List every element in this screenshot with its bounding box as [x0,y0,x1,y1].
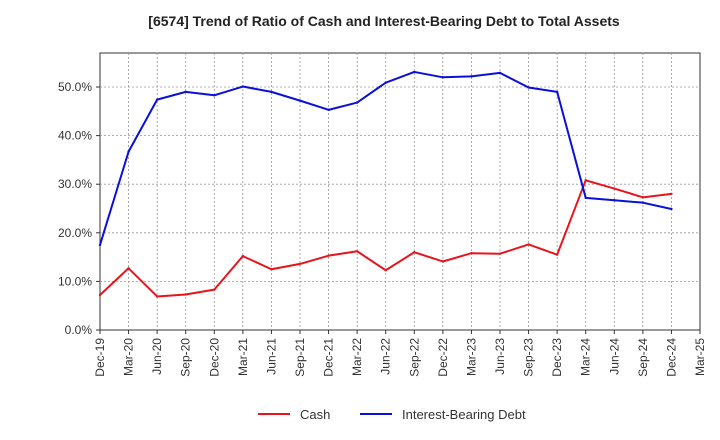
data-point-cash [584,179,587,182]
data-point-cash [98,293,102,297]
data-point-cash [384,269,387,272]
x-tick-label: Sep-24 [636,338,650,377]
x-tick-label: Dec-22 [436,338,450,377]
data-point-cash [613,187,616,190]
x-tick-label: Mar-24 [579,338,593,376]
data-point-interest-bearing-debt [441,76,445,79]
x-tick-label: Jun-22 [379,338,393,375]
y-tick-label: 20.0% [58,226,92,240]
y-tick-label: 30.0% [58,177,92,191]
data-point-interest-bearing-debt [155,98,159,101]
data-point-interest-bearing-debt [184,90,187,94]
plot-area [99,52,701,331]
x-tick-label: Mar-25 [693,338,707,376]
x-tick-label: Dec-23 [550,338,564,377]
data-point-cash [641,196,645,199]
x-axis: Dec-19 Mar-20 Jun-20 Sep-20 Dec-20 Mar-21 Jun-… [93,330,707,377]
x-tick-label: Dec-21 [322,338,336,377]
x-tick-label: Mar-20 [122,338,136,376]
x-tick-label: Mar-22 [350,338,364,376]
legend: Cash Interest-Bearing Debt [258,407,526,422]
data-point-cash [270,268,273,271]
data-point-cash [527,243,530,246]
chart-title: [6574] Trend of Ratio of Cash and Intere… [148,13,620,29]
data-point-interest-bearing-debt [470,75,473,78]
data-point-interest-bearing-debt [213,94,216,97]
data-point-interest-bearing-debt [670,207,673,211]
data-point-cash [498,252,502,255]
data-point-interest-bearing-debt [98,243,102,247]
data-point-interest-bearing-debt [413,70,416,74]
x-tick-label: Dec-20 [207,338,221,377]
x-tick-label: Sep-23 [522,338,536,377]
data-point-cash [298,262,302,266]
data-point-interest-bearing-debt [241,85,245,88]
x-tick-label: Sep-20 [179,338,193,377]
y-tick-label: 0.0% [65,323,93,337]
x-tick-label: Jun-23 [493,338,507,375]
x-tick-label: Dec-24 [664,338,678,377]
data-point-cash [241,254,245,258]
data-point-interest-bearing-debt [355,101,359,104]
data-point-interest-bearing-debt [527,86,530,89]
data-point-interest-bearing-debt [584,196,587,200]
data-point-cash [470,252,473,255]
data-point-cash [127,267,130,270]
y-tick-label: 10.0% [58,274,92,288]
data-point-cash [413,251,416,254]
data-point-cash [213,288,216,291]
data-point-interest-bearing-debt [641,201,645,204]
x-tick-label: Jun-24 [607,338,621,375]
legend-label-cash: Cash [300,407,330,422]
x-tick-label: Dec-19 [93,338,107,377]
data-point-cash [184,293,187,296]
data-point-cash [441,260,445,263]
data-point-interest-bearing-debt [384,81,387,84]
data-point-interest-bearing-debt [127,150,130,153]
data-point-interest-bearing-debt [555,90,559,94]
data-point-cash [327,254,330,257]
y-tick-label: 50.0% [58,80,92,94]
data-point-interest-bearing-debt [327,108,330,112]
data-point-cash [355,250,359,253]
x-tick-label: Jun-21 [264,338,278,375]
x-tick-label: Mar-21 [236,338,250,376]
x-tick-label: Jun-20 [150,338,164,375]
data-point-interest-bearing-debt [298,99,302,102]
series-layer [98,70,673,298]
legend-label-interest-bearing-debt: Interest-Bearing Debt [402,407,526,422]
data-point-interest-bearing-debt [498,71,502,75]
data-point-interest-bearing-debt [613,199,616,202]
grid-lines [100,53,700,330]
x-tick-label: Sep-21 [293,338,307,377]
data-point-interest-bearing-debt [270,90,273,94]
data-point-cash [555,253,559,256]
x-tick-label: Mar-23 [464,338,478,376]
data-point-cash [670,192,673,196]
x-tick-label: Sep-22 [407,338,421,377]
y-axis: 0.0% 10.0% 20.0% 30.0% 40.0% 50.0% [58,80,100,337]
data-point-cash [155,295,159,298]
y-tick-label: 40.0% [58,129,92,143]
